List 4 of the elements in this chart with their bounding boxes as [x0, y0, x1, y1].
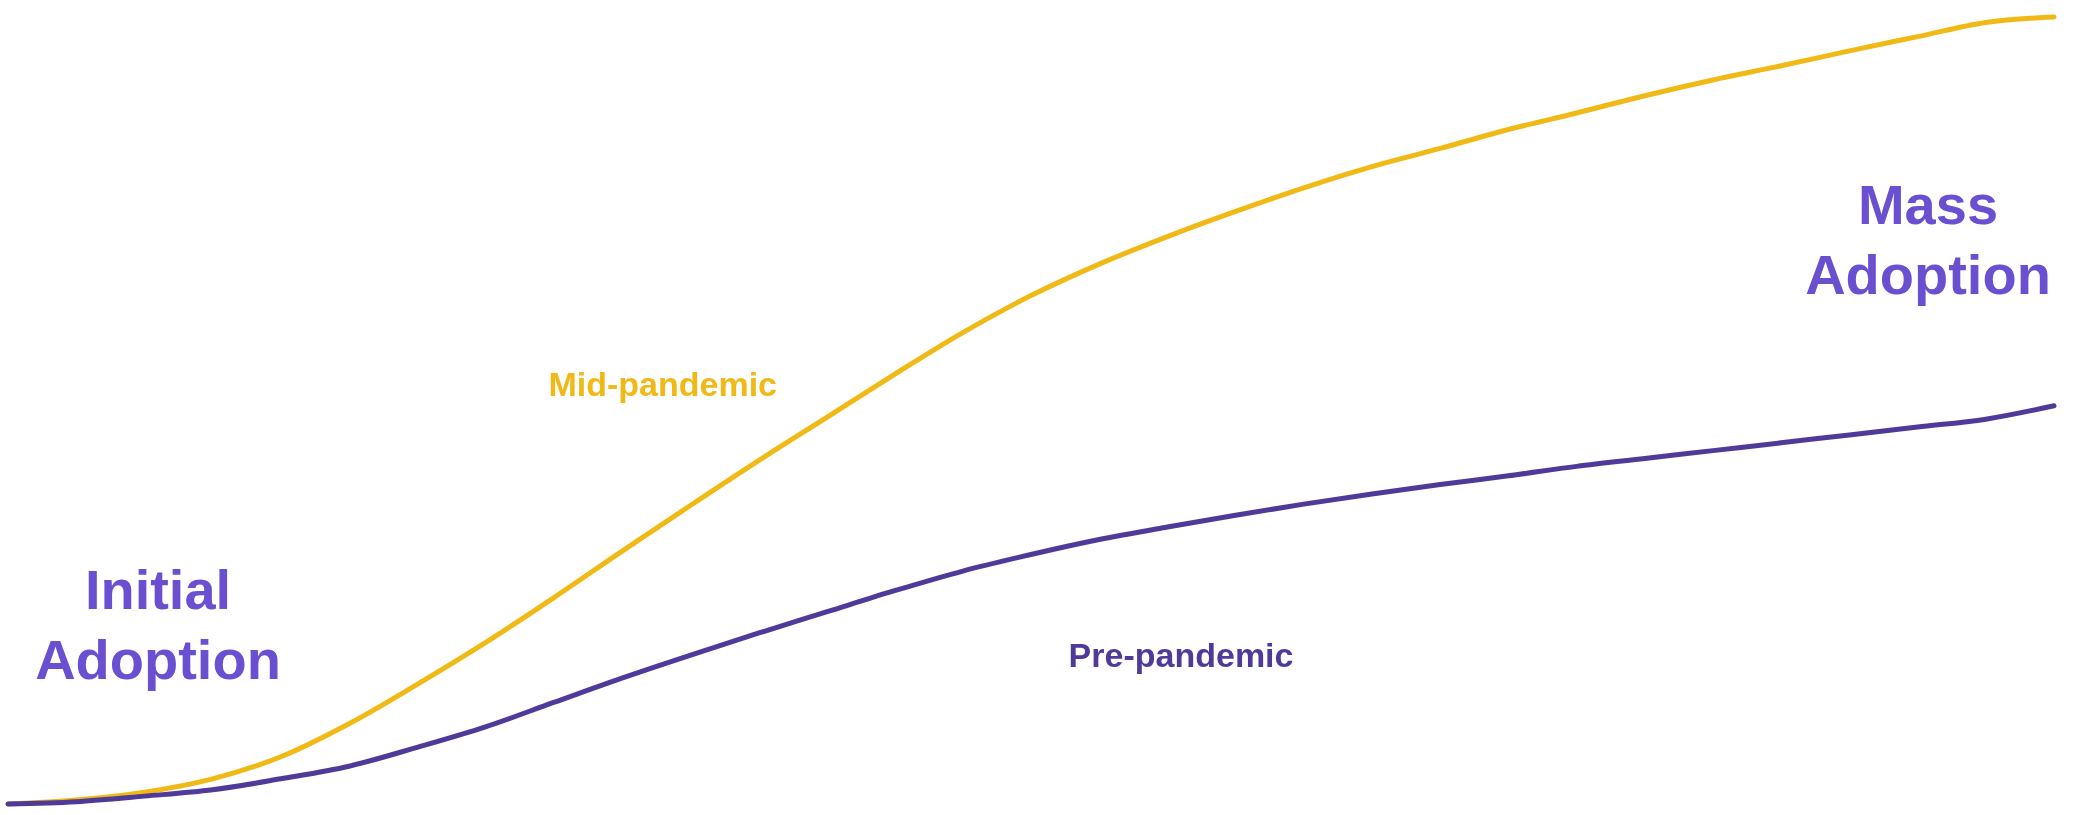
annotation: Initial Adoption — [35, 558, 281, 691]
annotation: Mass Adoption — [1805, 173, 2051, 306]
series-label: Mid-pandemic — [548, 364, 778, 403]
text: Pre-pandemic — [1068, 635, 1294, 674]
